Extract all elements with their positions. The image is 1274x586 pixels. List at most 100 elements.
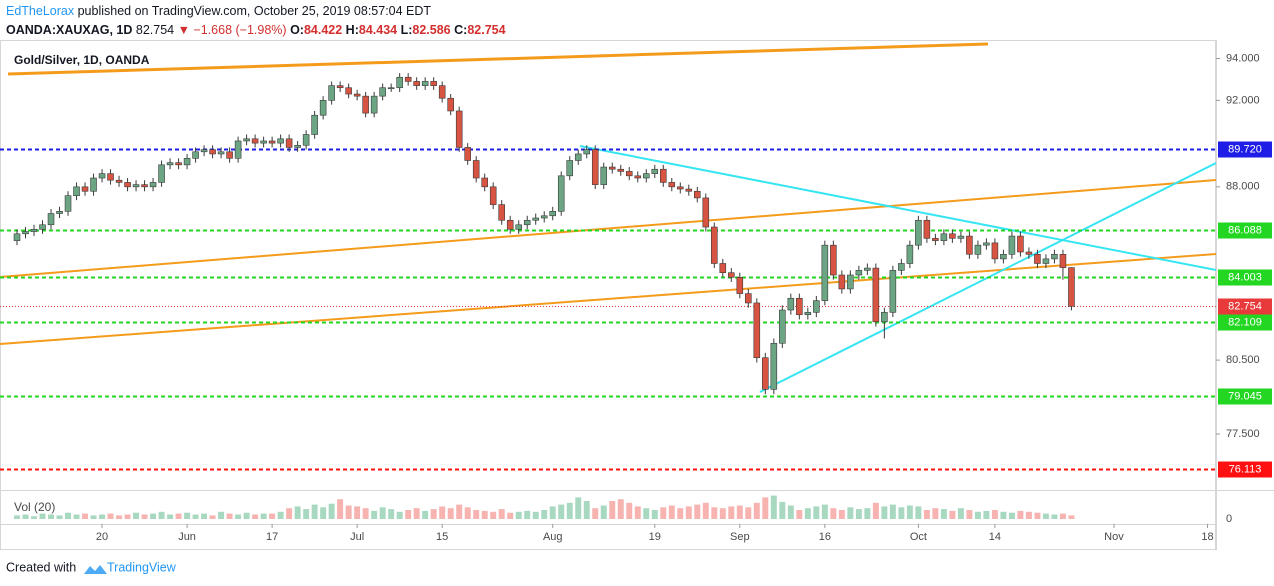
ohlc-value: 82.754 — [467, 23, 505, 37]
pane-frame — [0, 40, 1216, 550]
candle-body — [64, 195, 72, 212]
volume-bar — [583, 501, 590, 519]
candle-body — [940, 233, 948, 241]
candle-body — [464, 147, 471, 161]
candle-body — [949, 233, 956, 239]
candle-body — [379, 87, 386, 97]
candle-body — [243, 138, 250, 142]
volume-bar — [447, 508, 454, 519]
volume-bar — [1034, 512, 1041, 519]
x-tick-label: Aug — [543, 531, 563, 543]
candle-body — [549, 211, 557, 217]
candle-body — [498, 204, 505, 221]
volume-bar — [651, 510, 658, 519]
volume-bar — [1008, 512, 1015, 519]
ohlc-key: L: — [401, 23, 413, 37]
candle-body — [659, 168, 667, 183]
candle-body — [736, 277, 744, 294]
candle-body — [515, 224, 522, 230]
volume-bar — [235, 514, 242, 519]
candle-body — [651, 168, 659, 174]
volume-bar — [167, 514, 174, 519]
x-tick-label: Jul — [350, 531, 364, 543]
volume-bar — [243, 512, 250, 519]
candle-body — [1034, 254, 1041, 264]
volume-bar — [328, 503, 335, 519]
volume-bar — [48, 514, 54, 519]
candle-body — [957, 235, 965, 239]
volume-bar — [209, 515, 216, 519]
author[interactable]: EdTheLorax — [6, 4, 75, 18]
volume-bar — [337, 499, 344, 519]
volume-bar — [490, 511, 497, 519]
candle-body — [404, 76, 412, 82]
volume-bar — [915, 506, 922, 519]
volume-bar — [566, 502, 573, 519]
candle-body — [336, 85, 344, 89]
volume-bar — [719, 508, 726, 519]
volume-bar — [90, 515, 97, 519]
pane-title: Gold/Silver, 1D, OANDA — [14, 53, 150, 67]
volume-bar — [804, 508, 811, 519]
volume-bar — [303, 509, 310, 519]
candle-body — [804, 312, 812, 316]
candle-body — [540, 215, 548, 219]
ohlc-value: 84.434 — [359, 23, 397, 37]
candle-body — [694, 190, 701, 199]
candle-body — [115, 179, 123, 183]
volume-bar — [133, 512, 140, 519]
volume-bar — [498, 509, 505, 519]
candle-body — [1000, 254, 1007, 260]
volume-bar — [600, 505, 607, 519]
volume-bar — [201, 513, 208, 519]
published: published on TradingView.com, October 25… — [78, 4, 432, 18]
candle-body — [898, 263, 905, 271]
volume-bar — [736, 505, 743, 519]
volume-bar — [923, 510, 930, 519]
candle-body — [523, 219, 531, 226]
candle-body — [353, 93, 361, 97]
candle-body — [608, 166, 616, 170]
candle-body — [200, 149, 208, 153]
volume-bar — [881, 506, 888, 519]
volume-bar — [949, 510, 956, 519]
candle-body — [566, 160, 574, 177]
volume-bar — [753, 502, 760, 519]
candle-body — [455, 110, 463, 148]
candle-body — [711, 226, 718, 264]
volume-bar — [439, 506, 446, 519]
volume-bar — [99, 514, 106, 519]
candle-body — [983, 242, 990, 246]
volume-bar — [787, 505, 794, 519]
candle-body — [81, 186, 89, 192]
x-tick-label: 19 — [649, 531, 661, 543]
level-label-box — [1218, 388, 1272, 405]
x-tick-label: Oct — [910, 531, 927, 543]
footer-brand[interactable]: TradingView — [107, 560, 177, 574]
volume-bar — [56, 515, 63, 519]
volume-bar — [770, 495, 777, 519]
volume-bar — [838, 510, 845, 519]
volume-bar — [677, 508, 684, 519]
candle-body — [387, 87, 395, 90]
candle-body — [770, 342, 778, 390]
volume-bar — [711, 507, 718, 519]
ohlc-key: C: — [454, 23, 467, 37]
volume-bar — [388, 509, 395, 519]
candle-body — [864, 267, 871, 271]
candle-body — [591, 149, 599, 185]
volume-bar — [864, 508, 871, 519]
header-line: EdTheLorax published on TradingView.com,… — [6, 4, 431, 18]
y-tick-label: 94.000 — [1226, 52, 1260, 64]
candle-body — [1017, 235, 1024, 253]
candle-body — [13, 233, 21, 241]
volume-bar — [515, 511, 522, 519]
level-label-box — [1218, 314, 1272, 331]
volume-bar — [796, 510, 803, 519]
candle-body — [762, 357, 769, 390]
volume-bar — [31, 516, 37, 519]
level-label: 76.113 — [1229, 463, 1262, 475]
candle-body — [311, 114, 318, 135]
candle-body — [294, 144, 301, 148]
